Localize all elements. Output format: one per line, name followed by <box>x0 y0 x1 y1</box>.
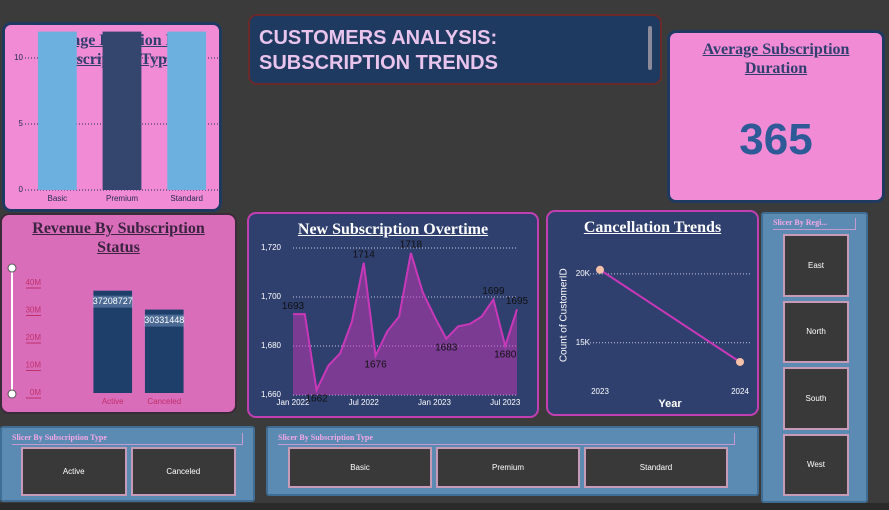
y-tick-label: 1,660 <box>261 390 282 399</box>
region-slicer: Slicer By Regi... East North South West <box>761 212 868 503</box>
slicer-title: Slicer By Subscription Type <box>278 433 735 445</box>
slicer-button[interactable]: Basic <box>288 447 432 488</box>
y-tick-label: 5 <box>19 119 24 128</box>
bar <box>102 31 142 190</box>
chart: 15K 20K 2023 2024 Year Count of CustomerID <box>559 265 750 410</box>
y-tick-label: 0 <box>19 185 24 194</box>
chart-title: Cancellation Trends <box>583 219 722 236</box>
slicer-button[interactable]: South <box>783 367 849 430</box>
x-tick-label: Jul 2023 <box>490 398 521 407</box>
slicer-buttons: Basic Premium Standard <box>288 447 728 488</box>
slicer-button[interactable]: Premium <box>436 447 580 488</box>
line <box>293 252 518 394</box>
slicer-button[interactable]: West <box>783 433 849 496</box>
x-tick-label: Active <box>102 397 124 406</box>
y-tick-label: 10M <box>25 361 41 370</box>
marker <box>596 265 604 274</box>
kpi-panel: Average Subscription Duration 365 <box>667 30 885 203</box>
y-tick-label: 40M <box>25 278 41 287</box>
data-label: 1676 <box>364 359 387 370</box>
data-label: 30331448 <box>144 315 184 325</box>
x-tick-label: Standard <box>170 194 202 203</box>
data-label: 1699 <box>482 286 505 297</box>
x-tick-label: Jul 2022 <box>349 398 380 407</box>
bar <box>144 309 184 393</box>
cancellation-panel: Cancellation Trends 15K 20K 2023 2024 Year Co… <box>546 210 759 416</box>
slicer-buttons: Active Canceled <box>21 447 236 496</box>
slicer-title-text: Slicer By Regi... <box>773 218 828 227</box>
y-axis-label: Count of CustomerID <box>559 268 570 362</box>
marker <box>736 357 744 366</box>
bar <box>167 31 207 190</box>
scrollbar <box>648 26 652 70</box>
bar <box>37 31 77 190</box>
data-label: 1683 <box>435 342 458 353</box>
data-label: 37208727 <box>93 296 133 306</box>
slicer-button[interactable]: Active <box>21 447 127 496</box>
slider-handle[interactable] <box>7 389 17 399</box>
data-label: 1718 <box>400 240 423 251</box>
x-tick-label: Premium <box>106 194 138 203</box>
x-tick-label: Jan 2023 <box>418 398 451 407</box>
x-tick-label: 2023 <box>591 387 609 396</box>
footer-bar <box>0 503 889 510</box>
status-slicer: Slicer By Subscription Type Active Cancel… <box>0 426 255 502</box>
kpi-title: Average Subscription Duration <box>702 41 850 77</box>
data-label: 1680 <box>494 350 517 361</box>
x-axis-label: Year <box>658 398 682 410</box>
type-slicer: Slicer By Subscription Type Basic Premium… <box>266 426 759 496</box>
data-label: 1695 <box>506 296 529 307</box>
slicer-title: Slicer By Regi... <box>773 218 856 230</box>
x-tick-label: Jan 2022 <box>277 398 310 407</box>
y-tick-label: 15K <box>576 338 591 347</box>
chart: 0 5 10 Basic Premium Standard <box>14 31 219 203</box>
slicer-button[interactable]: East <box>783 234 849 297</box>
data-label: 1662 <box>305 394 328 405</box>
data-label-box <box>143 314 185 327</box>
x-tick-label: Basic <box>48 194 68 203</box>
chart: 1,660 1,680 1,700 1,720 Jan 2022 Jul 2022 Jan … <box>261 240 529 408</box>
y-tick-label: 1,680 <box>261 341 282 350</box>
revenue-panel: Revenue By Subscription Status 0M 10M 20M 3… <box>0 213 237 414</box>
slicer-buttons: East North South West <box>783 234 849 496</box>
data-label: 1714 <box>353 249 376 260</box>
y-tick-label: 1,700 <box>261 292 282 301</box>
slicer-title-text: Slicer By Subscription Type <box>12 433 107 442</box>
data-label: 1693 <box>282 301 305 312</box>
line <box>599 268 741 363</box>
slider-handle[interactable] <box>7 263 17 273</box>
duration-panel: Average Duration By Subscription Type 05… <box>2 22 222 212</box>
x-tick-label: 2024 <box>731 387 749 396</box>
chart-title: Revenue By Subscription Status <box>32 220 205 256</box>
y-tick-label: 10 <box>14 53 23 62</box>
x-tick-label: Canceled <box>147 397 181 406</box>
slicer-button[interactable]: North <box>783 300 849 363</box>
area <box>293 252 517 395</box>
slicer-button[interactable]: Standard <box>584 447 728 488</box>
data-label-box <box>92 295 134 308</box>
y-tick-label: 20M <box>25 333 41 342</box>
chart: 0M 10M 20M 30M 40M Active 37208727 Canceled 3033… <box>7 263 185 406</box>
title-panel: CUSTOMERS ANALYSIS: SUBSCRIPTION TRENDS <box>248 14 662 85</box>
y-tick-label: 20K <box>576 269 591 278</box>
chart-title: New Subscription Overtime <box>297 221 489 238</box>
slicer-title-text: Slicer By Subscription Type <box>278 433 373 442</box>
y-tick-label: 1,720 <box>261 243 282 252</box>
y-tick-label: 0M <box>30 388 41 397</box>
slicer-button[interactable]: Canceled <box>130 447 236 496</box>
bar <box>93 290 133 393</box>
new-subs-panel: New Subscription Overtime 1,660 1,680 1,70… <box>247 212 539 418</box>
y-tick-label: 30M <box>25 306 41 315</box>
kpi-value: 365 <box>739 115 813 164</box>
dashboard-title: CUSTOMERS ANALYSIS: SUBSCRIPTION TRENDS <box>259 27 498 74</box>
slicer-title: Slicer By Subscription Type <box>12 433 243 445</box>
